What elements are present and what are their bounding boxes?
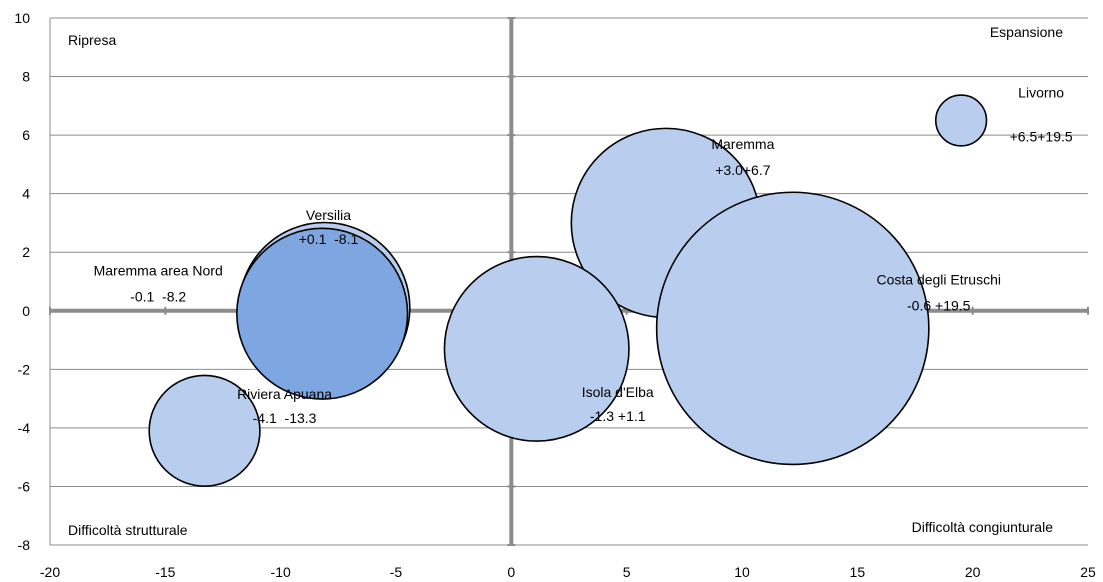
bubble-value-label: -1.3 +1.1 [590,408,646,424]
bubble-value-label: -0.1 -8.2 [130,289,186,305]
bubble-value-label: +0.1 -8.1 [299,231,359,247]
y-tick-label: 6 [22,127,30,143]
bubble-value-label: +3.0+6.7 [715,162,770,178]
y-tick-label: 8 [22,69,30,85]
x-tick-label: -5 [390,564,403,580]
bubble-value-label: -0.6 +19.5 [907,297,971,313]
bubble-name-label: Versilia [306,207,351,223]
bubble-value-label: -4.1 -13.3 [253,410,317,426]
x-tick-label: -10 [271,564,291,580]
x-tick-label: 15 [850,564,866,580]
x-tick-label: 10 [734,564,750,580]
quadrant-label-bottom-right: Difficoltà congiunturale [912,519,1054,535]
y-tick-label: 10 [14,10,30,26]
bubble-riviera-apuana [148,374,261,487]
y-tick-label: -4 [18,420,31,436]
bubble-name-label: Maremma [711,136,774,152]
y-tick-label: 4 [22,186,30,202]
x-tick-label: -15 [155,564,175,580]
quadrant-label-top-right: Espansione [990,24,1063,40]
quadrant-labels: Ripresa Espansione Difficoltà struttural… [68,24,1063,538]
bubble-name-label: Livorno [1018,84,1064,100]
y-tick-label: -6 [18,478,31,494]
bubble-name-label: Costa degli Etruschi [876,271,1001,287]
y-tick-label: -8 [18,537,31,553]
bubble-isola-d-elba [443,255,630,442]
x-tick-label: 0 [507,564,515,580]
bubble-maremma-area-nord [236,227,409,400]
y-tick-label: 2 [22,244,30,260]
x-tick-label: 20 [965,564,981,580]
bubble-livorno [934,94,988,147]
bubble-name-label: Riviera Apuana [237,386,332,402]
bubble-name-label: Maremma area Nord [94,263,223,279]
quadrant-label-bottom-left: Difficoltà strutturale [68,522,188,538]
x-tick-label: 25 [1080,564,1096,580]
y-tick-label: 0 [22,303,30,319]
x-tick-label: 5 [623,564,631,580]
bubbles [148,94,988,487]
bubble-name-label: Isola d'Elba [582,384,654,400]
x-tick-label: -20 [40,564,60,580]
quadrant-label-top-left: Ripresa [68,32,116,48]
bubble-labels: Livorno +6.5+19.5 Maremma +3.0+6.7 Costa deg… [94,84,1073,425]
bubble-costa-degli-etruschi [655,191,930,466]
y-tick-label: -2 [18,361,31,377]
bubble-value-label: +6.5+19.5 [1010,128,1073,144]
